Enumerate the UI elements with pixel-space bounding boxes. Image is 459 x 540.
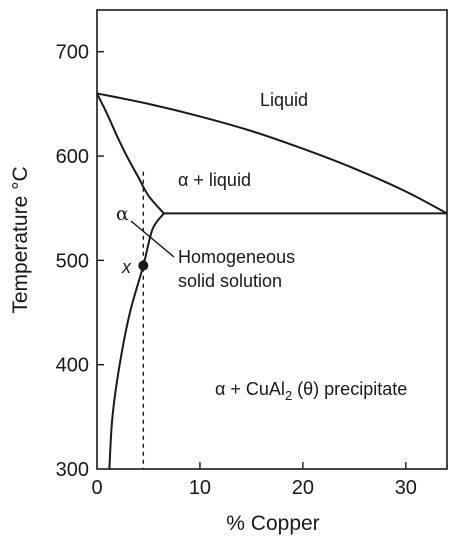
precip-suffix: (θ) precipitate: [292, 379, 407, 399]
plot-area: 0 10 20 30 300 400 500 600 700: [56, 9, 448, 499]
annotation-homogeneous: Homogeneous: [178, 247, 295, 267]
liquidus-line: [96, 92, 448, 215]
y-axis-label: Temperature °C: [9, 166, 32, 313]
plot-frame: [96, 9, 448, 470]
region-label-alpha: α: [116, 203, 129, 225]
x-tick-label-10: 10: [189, 477, 211, 499]
y-tick-label-300: 300: [56, 459, 89, 481]
y-tick-label-700: 700: [56, 42, 89, 64]
region-label-liquid: Liquid: [260, 90, 308, 110]
point-label-x: x: [121, 257, 132, 277]
axis-ticks: 0 10 20 30 300 400 500 600 700: [56, 42, 417, 499]
point-x: [138, 260, 149, 271]
x-axis-label: % Copper: [226, 512, 319, 535]
solvus-line: [108, 212, 165, 470]
annotation-solid-solution: solid solution: [178, 271, 282, 291]
y-tick-label-500: 500: [56, 250, 89, 272]
point-marks: [138, 260, 149, 271]
precip-subscript: 2: [285, 388, 292, 403]
y-tick-label-600: 600: [56, 146, 89, 168]
y-tick-label-400: 400: [56, 355, 89, 377]
x-tick-label-20: 20: [292, 477, 314, 499]
x-tick-label-0: 0: [91, 477, 102, 499]
precip-prefix: α + CuAl: [215, 379, 285, 399]
alpha-leader-line: [130, 220, 175, 258]
phase-boundaries: [96, 92, 448, 470]
region-label-precipitate: α + CuAl2 (θ) precipitate: [215, 379, 407, 403]
x-tick-label-30: 30: [395, 477, 417, 499]
solidus-line: [96, 93, 165, 215]
region-label-alpha-liquid: α + liquid: [178, 170, 251, 190]
